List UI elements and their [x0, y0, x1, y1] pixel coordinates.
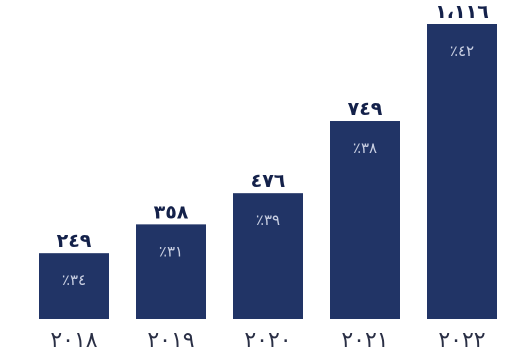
value-label-1: ٣٥٨: [154, 201, 189, 223]
category-label-0: ٢٠١٨: [50, 328, 97, 353]
percent-label-4: ٪٤٢: [450, 42, 474, 60]
bar-4: [427, 24, 497, 319]
value-label-3: ٧٤٩: [348, 98, 383, 120]
percent-label-1: ٪٣١: [159, 242, 183, 260]
bar-3: [330, 121, 400, 319]
percent-label-3: ٪٣٨: [353, 139, 377, 157]
value-label-4: ١،١١٦: [435, 1, 489, 23]
percent-label-0: ٪٣٤: [62, 271, 86, 289]
category-label-4: ٢٠٢٢: [438, 328, 485, 353]
value-label-2: ٤٧٦: [251, 170, 286, 192]
category-label-2: ٢٠٢٠: [244, 328, 291, 353]
category-label-3: ٢٠٢١: [341, 328, 388, 353]
bar-0: [39, 253, 109, 319]
category-label-1: ٢٠١٩: [147, 328, 194, 353]
value-label-0: ٢٤٩: [57, 230, 92, 252]
percent-label-2: ٪٣٩: [256, 211, 280, 229]
bar-1: [136, 224, 206, 319]
bar-2: [233, 193, 303, 319]
